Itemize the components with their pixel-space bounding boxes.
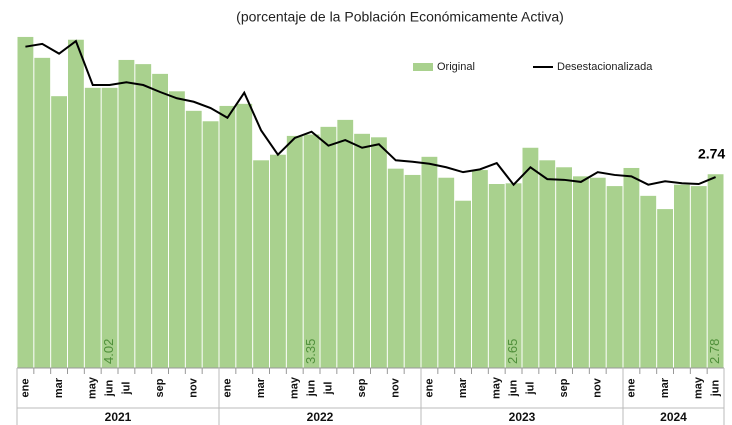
bar — [169, 91, 185, 368]
x-group-label: 2021 — [105, 410, 132, 424]
bar — [589, 177, 606, 368]
bar — [17, 36, 34, 368]
x-tick-label: mar — [457, 377, 469, 398]
x-tick-label: ene — [221, 379, 233, 398]
x-tick-label: may — [87, 376, 99, 399]
bar — [354, 133, 370, 368]
bar — [522, 147, 539, 368]
bar — [573, 176, 589, 368]
bar — [404, 174, 421, 368]
line-value-label: 2.74 — [698, 146, 725, 162]
bar — [371, 137, 387, 368]
x-tick-label: jul — [322, 382, 334, 396]
x-tick-label: sep — [558, 378, 570, 397]
x-tick-label: ene — [19, 379, 31, 398]
bar — [236, 103, 253, 369]
bar — [152, 73, 168, 368]
x-tick-label: jul — [524, 382, 536, 396]
bar — [34, 57, 51, 369]
line — [25, 39, 716, 187]
bar — [623, 167, 640, 368]
x-tick-label: nov — [188, 377, 200, 397]
x-tick-label: nov — [390, 377, 402, 397]
legend-swatch — [413, 63, 433, 71]
x-tick-label: jun — [305, 379, 317, 397]
x-tick-label: may — [289, 376, 301, 399]
bar — [84, 87, 101, 369]
bar — [606, 186, 623, 368]
bar — [674, 184, 690, 368]
x-tick-label: mar — [53, 377, 65, 398]
x-group-label: 2022 — [307, 410, 334, 424]
bar — [556, 167, 572, 368]
bar — [707, 174, 724, 368]
bar — [202, 121, 219, 368]
x-tick-label: jun — [103, 379, 115, 397]
legend-label: Original — [437, 61, 475, 73]
bar — [253, 160, 269, 368]
bar — [51, 96, 67, 368]
legend-label: Desestacionalizada — [557, 61, 653, 73]
x-tick-label: sep — [154, 378, 166, 397]
bar — [270, 154, 286, 368]
bar — [421, 156, 438, 368]
bar — [135, 64, 152, 368]
bar — [68, 39, 84, 369]
x-tick-label: jun — [709, 379, 721, 397]
bar — [101, 87, 118, 369]
bar — [337, 119, 354, 368]
bar — [438, 177, 455, 368]
bar — [657, 209, 673, 368]
bar — [286, 135, 303, 368]
bar-value-label: 3.35 — [303, 339, 318, 364]
bar — [303, 134, 320, 368]
bar — [472, 170, 488, 368]
bar — [387, 168, 404, 368]
chart-title: (porcentaje de la Población Económicamen… — [236, 9, 564, 25]
x-tick-label: mar — [659, 377, 671, 398]
x-group-label: 2023 — [509, 410, 536, 424]
bar — [690, 186, 707, 368]
bar — [185, 110, 202, 369]
bar — [219, 105, 236, 368]
x-tick-label: may — [491, 376, 503, 399]
x-tick-label: jul — [120, 382, 132, 396]
bar — [488, 184, 505, 368]
x-tick-label: ene — [625, 379, 637, 398]
x-tick-label: sep — [356, 378, 368, 397]
bar — [455, 200, 471, 368]
bar — [320, 126, 337, 369]
x-tick-label: mar — [255, 377, 267, 398]
bar-value-label: 4.02 — [101, 339, 116, 364]
bar — [539, 160, 556, 368]
bar — [505, 183, 522, 368]
bar-value-label: 2.65 — [505, 339, 520, 364]
bar-value-label: 2.78 — [707, 339, 722, 364]
x-tick-label: ene — [423, 379, 435, 398]
bar — [640, 195, 657, 368]
x-group-label: 2024 — [660, 410, 687, 424]
x-tick-label: may — [693, 376, 705, 399]
x-tick-label: jun — [507, 379, 519, 397]
x-tick-label: nov — [592, 377, 604, 397]
bar — [118, 59, 135, 368]
